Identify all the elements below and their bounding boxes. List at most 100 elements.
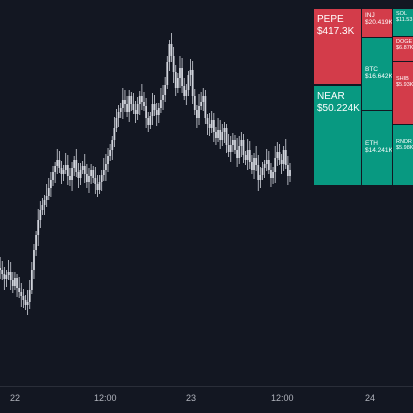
candle-body (236, 150, 239, 158)
candle-body (193, 96, 196, 110)
candle-body (212, 120, 215, 132)
candle-body (37, 220, 40, 235)
candle-body (274, 158, 277, 172)
heatmap-tile-value: $20.419K (365, 19, 392, 27)
candle-body (58, 160, 61, 168)
candle-body (109, 150, 112, 156)
candle-body (126, 104, 128, 112)
time-label-22: 22 (10, 393, 21, 403)
candle-body (240, 140, 243, 146)
candle-body (49, 180, 52, 188)
candle-body (168, 44, 171, 62)
candle-body (204, 96, 207, 118)
heatmap-tile-inj[interactable]: INJ $20.419K (362, 9, 392, 37)
heatmap-tile-btc[interactable]: BTC $16.642K (362, 38, 392, 110)
candle-body (265, 160, 268, 164)
heatmap-tile-sol[interactable]: SOL $11.53 (393, 9, 413, 36)
candle-body (145, 106, 148, 118)
candle-body (195, 110, 198, 118)
candle-body (64, 165, 67, 170)
candle-body (22, 296, 25, 300)
candle-body (132, 104, 135, 110)
heatmap-tile-symbol: ETH (365, 140, 378, 147)
heatmap-tile-rndr[interactable]: RNDR $5.98K (393, 125, 413, 185)
heatmap-tile-eth[interactable]: ETH $14.241K (362, 111, 392, 185)
heatmap-tile-symbol: BTC (365, 66, 378, 73)
candle-body (200, 102, 203, 106)
candle-body (128, 96, 131, 112)
time-axis-divider (0, 386, 413, 387)
candle-body (198, 106, 200, 118)
heatmap-tile-doge[interactable]: DOGE $6.87K (393, 37, 413, 61)
candle-body (170, 44, 173, 56)
time-label-1200-second: 12:00 (271, 393, 294, 403)
candle-body (147, 118, 150, 125)
candle-body (179, 68, 181, 78)
candle-body (143, 102, 145, 106)
candle-body (134, 110, 137, 114)
candle-body (73, 160, 76, 168)
candle-body (248, 150, 251, 162)
candle-body (26, 302, 29, 305)
candle-body (71, 168, 73, 180)
candle-body (79, 170, 82, 178)
candle-body (124, 100, 126, 104)
heatmap-tile-symbol: SOL (396, 11, 408, 17)
candle-body (183, 86, 186, 96)
candle-body (77, 172, 80, 178)
candle-body (117, 112, 120, 118)
candle-body (98, 182, 101, 190)
candle-body (3, 274, 6, 279)
candle-body (130, 96, 133, 104)
candle-body (18, 288, 21, 292)
candle-body (160, 100, 162, 108)
heatmap-tile-pepe[interactable]: PEPE $417.3K (314, 9, 361, 84)
candle-body (227, 145, 230, 152)
candle-body (100, 175, 103, 182)
heatmap-tile-symbol: INJ (365, 12, 375, 19)
heatmap-tile-value: $5.98K (396, 145, 413, 152)
heatmap-tile-symbol: DOGE (396, 39, 413, 45)
candle-body (272, 172, 274, 178)
candle-body (62, 170, 65, 174)
candle-body (223, 128, 226, 132)
candle-body (24, 300, 27, 305)
candle-body (257, 165, 260, 180)
candle-body (111, 140, 114, 150)
candle-body (105, 164, 107, 170)
candle-body (33, 250, 35, 270)
candle-body (7, 272, 10, 275)
candle-body (221, 132, 224, 140)
heatmap-tile-symbol: RNDR (396, 139, 412, 145)
candle-body (81, 166, 84, 170)
candle-body (28, 290, 31, 302)
heatmap-tile-shib[interactable]: SHIB $5.93K (393, 62, 413, 124)
candle-body (234, 140, 236, 150)
candle-body (164, 85, 167, 95)
candle-body (56, 160, 59, 166)
heatmap-tile-value: $16.642K (365, 73, 392, 81)
candle-body (9, 272, 12, 280)
candle-body (151, 104, 154, 116)
candle-body (52, 172, 54, 180)
candle-body (60, 168, 63, 174)
candle-body (229, 145, 232, 152)
candle-body (90, 170, 93, 176)
candle-body (149, 116, 152, 125)
candle-body (176, 78, 179, 88)
candle-body (47, 188, 50, 196)
heatmap-tile-near[interactable]: NEAR $50.224K (314, 86, 361, 185)
candle-body (20, 292, 23, 296)
candle-body (263, 164, 266, 168)
candle-body (225, 128, 228, 145)
candle-body (39, 210, 42, 220)
heatmap-tile-symbol: NEAR (317, 91, 345, 102)
candle-body (215, 132, 217, 138)
candle-body (270, 170, 272, 178)
candle-body (251, 162, 253, 170)
candle-body (166, 62, 169, 85)
candle-body (174, 72, 177, 88)
candle-body (267, 160, 270, 170)
candle-body (43, 200, 46, 205)
